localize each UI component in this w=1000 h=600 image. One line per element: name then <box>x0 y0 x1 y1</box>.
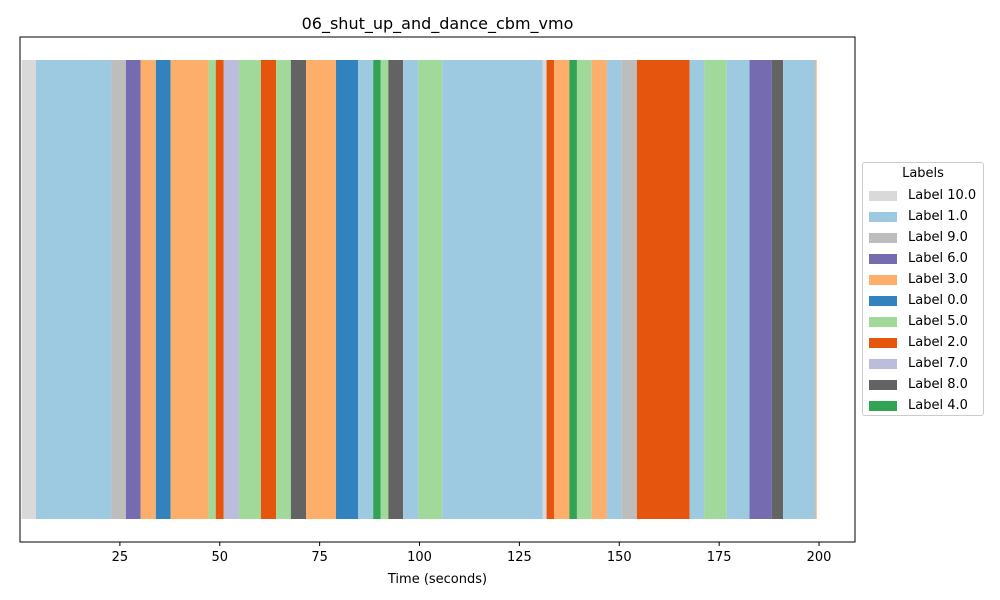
legend-item: Label 1.0 <box>869 209 983 224</box>
segment-13 <box>290 60 307 519</box>
legend-title: Labels <box>902 166 944 181</box>
segment-15 <box>336 60 358 519</box>
segment-29 <box>606 60 622 519</box>
x-tick-label: 125 <box>507 550 532 565</box>
segment-38 <box>815 60 817 519</box>
segment-25 <box>554 60 570 519</box>
segment-7 <box>208 60 216 519</box>
legend-swatch <box>869 338 897 348</box>
segment-17 <box>373 60 381 519</box>
segment-36 <box>771 60 784 519</box>
segment-21 <box>418 60 443 519</box>
segment-31 <box>636 60 690 519</box>
segment-2 <box>111 60 126 519</box>
segment-10 <box>238 60 261 519</box>
legend-item: Label 5.0 <box>869 314 983 329</box>
segment-23 <box>542 60 547 519</box>
chart-title: 06_shut_up_and_dance_cbm_vmo <box>302 14 574 34</box>
legend-swatch <box>869 359 897 369</box>
x-tick-label: 75 <box>311 550 328 565</box>
segment-11 <box>260 60 277 519</box>
legend: Labels Label 10.0 Label 1.0 Label 9.0 Label… <box>862 162 984 416</box>
legend-label: Label 3.0 <box>908 272 968 287</box>
legend-label: Label 9.0 <box>908 230 968 245</box>
segment-0 <box>21 60 36 519</box>
x-axis: 25 50 75 100 125 150 175 200 <box>112 542 832 565</box>
legend-item: Label 9.0 <box>869 230 983 245</box>
x-tick-label: 50 <box>211 550 228 565</box>
segment-5 <box>155 60 171 519</box>
legend-label: Label 2.0 <box>908 335 968 350</box>
legend-swatch <box>869 212 897 222</box>
segment-32 <box>689 60 705 519</box>
segment-14 <box>306 60 337 519</box>
x-tick-label: 25 <box>112 550 129 565</box>
legend-item: Label 6.0 <box>869 251 983 266</box>
segment-26 <box>569 60 577 519</box>
legend-swatch <box>869 191 897 201</box>
x-axis-label: Time (seconds) <box>387 572 487 587</box>
segment-34 <box>726 60 750 519</box>
segment-27 <box>576 60 592 519</box>
segment-19 <box>388 60 404 519</box>
legend-label: Label 8.0 <box>908 377 968 392</box>
legend-label: Label 10.0 <box>908 188 977 203</box>
legend-item: Label 2.0 <box>869 335 983 350</box>
legend-label: Label 5.0 <box>908 314 968 329</box>
segment-28 <box>591 60 607 519</box>
legend-item: Label 0.0 <box>869 293 983 308</box>
segment-6 <box>170 60 209 519</box>
legend-item: Label 4.0 <box>869 398 983 413</box>
segment-33 <box>704 60 727 519</box>
plot-frame <box>19 36 856 543</box>
segment-37 <box>783 60 816 519</box>
x-tick-label: 150 <box>607 550 632 565</box>
legend-swatch <box>869 317 897 327</box>
legend-swatch <box>869 380 897 390</box>
x-tick-label: 200 <box>807 550 832 565</box>
segments-layer <box>21 60 817 519</box>
legend-label: Label 4.0 <box>908 398 968 413</box>
segment-22 <box>442 60 543 519</box>
segment-9 <box>223 60 239 519</box>
segment-20 <box>403 60 419 519</box>
legend-swatch <box>869 296 897 306</box>
segment-1 <box>35 60 112 519</box>
legend-swatch <box>869 254 897 264</box>
segment-4 <box>140 60 156 519</box>
legend-label: Label 7.0 <box>908 356 968 371</box>
segment-16 <box>357 60 374 519</box>
x-tick-label: 100 <box>407 550 432 565</box>
segment-30 <box>621 60 637 519</box>
legend-swatch <box>869 401 897 411</box>
segment-18 <box>380 60 389 519</box>
legend-item: Label 3.0 <box>869 272 983 287</box>
segment-12 <box>276 60 291 519</box>
legend-item: Label 10.0 <box>869 188 983 203</box>
segment-35 <box>749 60 772 519</box>
segment-3 <box>125 60 141 519</box>
legend-label: Label 6.0 <box>908 251 968 266</box>
legend-label: Label 0.0 <box>908 293 968 308</box>
x-tick-label: 175 <box>707 550 732 565</box>
segment-24 <box>546 60 555 519</box>
legend-label: Label 1.0 <box>908 209 968 224</box>
segment-8 <box>215 60 224 519</box>
legend-swatch <box>869 275 897 285</box>
legend-item: Label 7.0 <box>869 356 983 371</box>
legend-item: Label 8.0 <box>869 377 983 392</box>
legend-swatch <box>869 233 897 243</box>
